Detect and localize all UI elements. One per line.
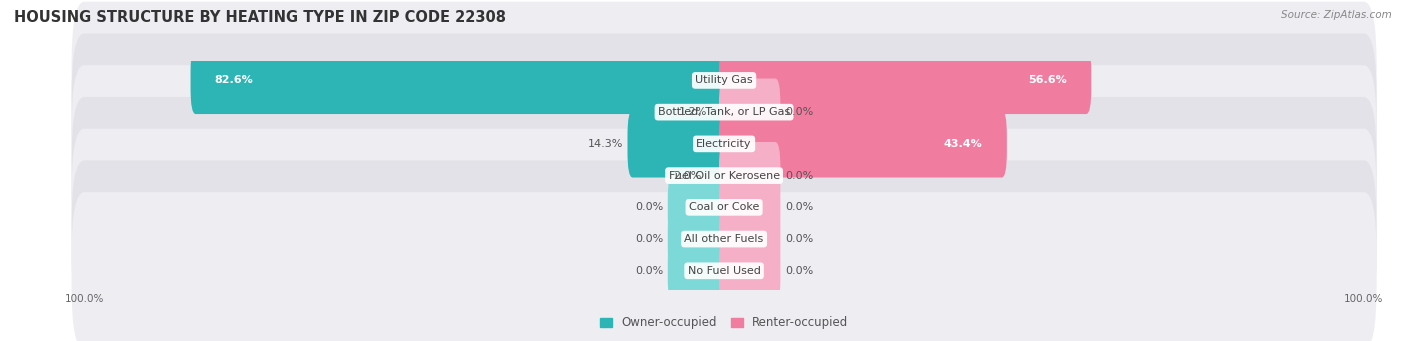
Text: 0.0%: 0.0%: [636, 234, 664, 244]
Text: 0.0%: 0.0%: [636, 202, 664, 212]
FancyBboxPatch shape: [72, 33, 1376, 191]
Text: Bottled, Tank, or LP Gas: Bottled, Tank, or LP Gas: [658, 107, 790, 117]
Text: Coal or Coke: Coal or Coke: [689, 202, 759, 212]
Text: No Fuel Used: No Fuel Used: [688, 266, 761, 276]
FancyBboxPatch shape: [191, 47, 730, 114]
FancyBboxPatch shape: [668, 205, 730, 273]
FancyBboxPatch shape: [72, 160, 1376, 318]
Text: 82.6%: 82.6%: [215, 75, 253, 85]
Text: 56.6%: 56.6%: [1028, 75, 1067, 85]
Text: 1.2%: 1.2%: [679, 107, 707, 117]
Text: 0.0%: 0.0%: [785, 170, 813, 181]
FancyBboxPatch shape: [718, 78, 780, 146]
FancyBboxPatch shape: [72, 2, 1376, 159]
Text: Source: ZipAtlas.com: Source: ZipAtlas.com: [1281, 10, 1392, 20]
FancyBboxPatch shape: [706, 142, 730, 209]
Text: 0.0%: 0.0%: [785, 107, 813, 117]
FancyBboxPatch shape: [72, 97, 1376, 254]
Text: 0.0%: 0.0%: [636, 266, 664, 276]
FancyBboxPatch shape: [718, 205, 780, 273]
FancyBboxPatch shape: [718, 47, 1091, 114]
FancyBboxPatch shape: [711, 78, 730, 146]
FancyBboxPatch shape: [718, 174, 780, 241]
FancyBboxPatch shape: [72, 129, 1376, 286]
Text: 0.0%: 0.0%: [785, 202, 813, 212]
FancyBboxPatch shape: [718, 237, 780, 305]
FancyBboxPatch shape: [668, 237, 730, 305]
FancyBboxPatch shape: [718, 142, 780, 209]
Text: 0.0%: 0.0%: [785, 266, 813, 276]
Text: 0.0%: 0.0%: [785, 234, 813, 244]
Text: 2.0%: 2.0%: [673, 170, 702, 181]
FancyBboxPatch shape: [668, 174, 730, 241]
Text: 14.3%: 14.3%: [588, 139, 623, 149]
FancyBboxPatch shape: [718, 110, 1007, 178]
Text: Fuel Oil or Kerosene: Fuel Oil or Kerosene: [668, 170, 780, 181]
FancyBboxPatch shape: [627, 110, 730, 178]
Text: Utility Gas: Utility Gas: [696, 75, 752, 85]
Text: Electricity: Electricity: [696, 139, 752, 149]
FancyBboxPatch shape: [72, 192, 1376, 341]
FancyBboxPatch shape: [72, 65, 1376, 223]
Text: All other Fuels: All other Fuels: [685, 234, 763, 244]
Text: 43.4%: 43.4%: [943, 139, 983, 149]
Text: HOUSING STRUCTURE BY HEATING TYPE IN ZIP CODE 22308: HOUSING STRUCTURE BY HEATING TYPE IN ZIP…: [14, 10, 506, 25]
Legend: Owner-occupied, Renter-occupied: Owner-occupied, Renter-occupied: [595, 312, 853, 334]
